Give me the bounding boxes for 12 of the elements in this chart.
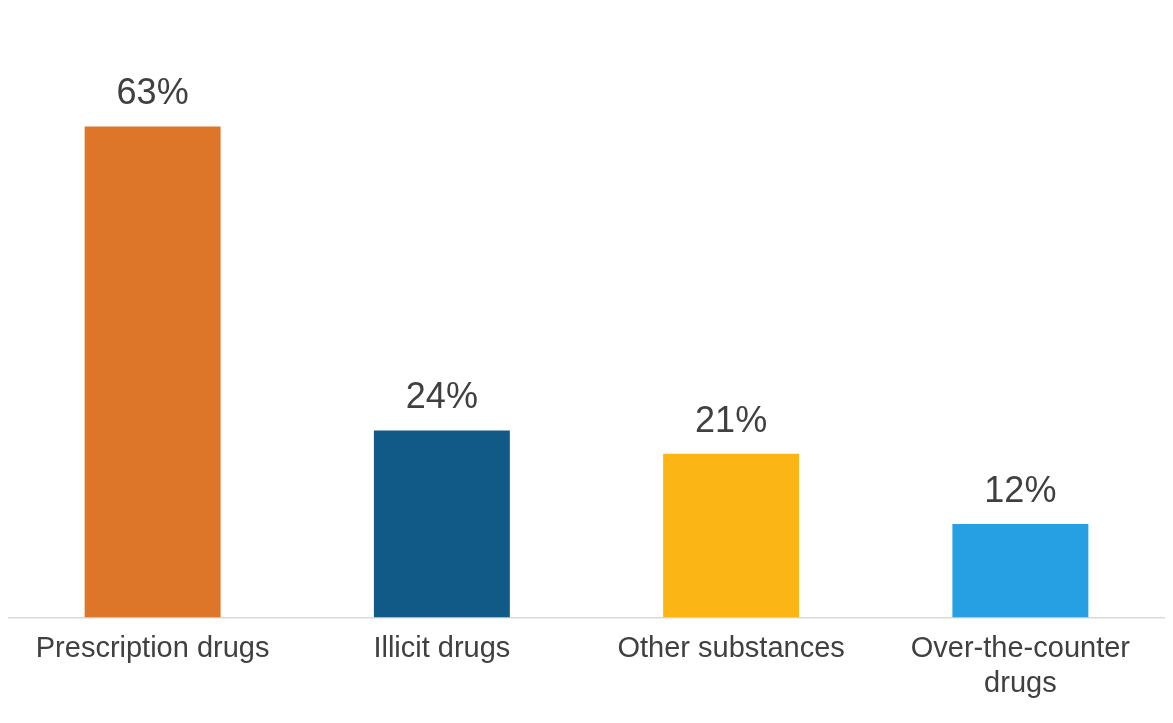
x-tick-label: Prescription drugs bbox=[35, 630, 270, 663]
x-tick-label: Illicit drugs bbox=[373, 630, 511, 663]
x-tick-label: Over-the-counter drugs bbox=[910, 630, 1131, 698]
x-tick-label: Other substances bbox=[617, 630, 845, 663]
bar bbox=[84, 126, 221, 618]
bar bbox=[373, 430, 510, 618]
bar bbox=[952, 523, 1089, 618]
bar bbox=[663, 453, 800, 618]
data-label: 24% bbox=[405, 375, 478, 417]
data-label: 21% bbox=[695, 398, 768, 440]
data-label: 12% bbox=[984, 468, 1057, 510]
data-label: 63% bbox=[116, 71, 189, 113]
